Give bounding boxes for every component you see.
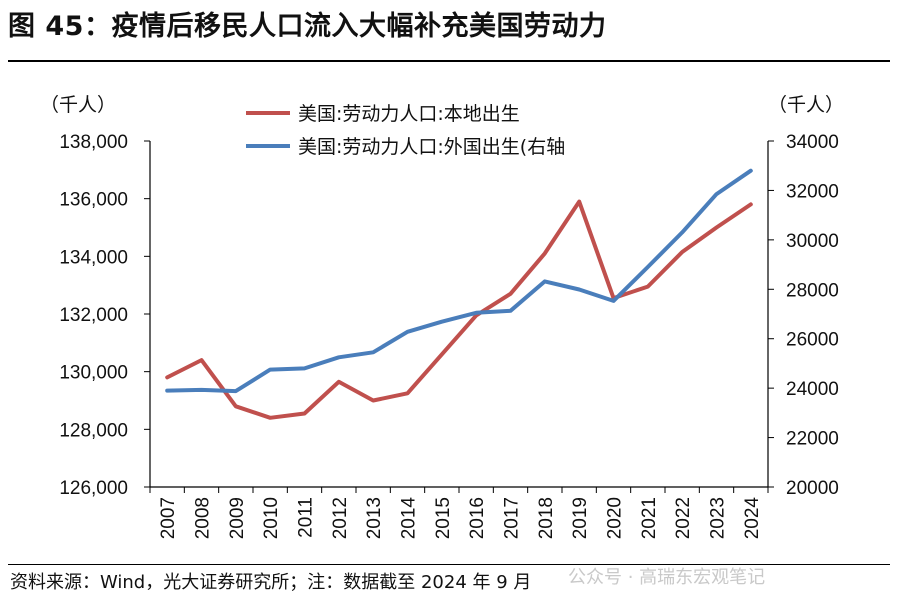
x-tick-label: 2023 <box>708 497 729 539</box>
x-tick-label: 2013 <box>364 497 385 539</box>
left-tick-label: 134,000 <box>59 247 128 268</box>
title-divider <box>8 60 890 62</box>
x-tick-label: 2009 <box>227 497 248 539</box>
left-tick-label: 132,000 <box>59 305 128 326</box>
left-tick-label: 126,000 <box>59 478 128 499</box>
legend-label-native-born: 美国:劳动力人口:本地出生 <box>298 103 520 125</box>
left-tick-label: 136,000 <box>59 190 128 211</box>
x-tick-label: 2014 <box>399 497 420 540</box>
footer-divider <box>8 564 890 565</box>
right-tick-label: 24000 <box>786 379 839 400</box>
right-tick-label: 30000 <box>786 231 839 252</box>
right-tick-label: 22000 <box>786 429 839 450</box>
watermark-text: 公众号 · 高瑞东宏观笔记 <box>568 567 766 588</box>
right-tick-label: 34000 <box>786 132 839 153</box>
x-tick-label: 2016 <box>467 497 488 539</box>
x-tick-label: 2020 <box>605 497 626 539</box>
x-tick-label: 2024 <box>742 497 763 540</box>
x-tick-label: 2022 <box>673 497 694 539</box>
axes: 126,000 128,000 130,000 132,000 134,000 136,0… <box>40 94 844 539</box>
x-tick-label: 2019 <box>570 497 591 539</box>
series-line-foreign-born <box>165 168 753 394</box>
x-tick-label: 2007 <box>158 497 179 539</box>
x-tick-label: 2021 <box>639 497 660 539</box>
x-tick-label: 2015 <box>433 497 454 539</box>
right-unit-label: （千人） <box>768 94 844 116</box>
left-unit-label: （千人） <box>40 94 116 116</box>
right-tick-label: 26000 <box>786 330 839 351</box>
right-tick-label: 28000 <box>786 280 839 301</box>
x-tick-label: 2008 <box>193 497 214 539</box>
right-tick-label: 20000 <box>786 478 839 499</box>
left-tick-label: 130,000 <box>59 363 128 384</box>
x-tick-label: 2018 <box>536 497 557 539</box>
right-tick-label: 32000 <box>786 181 839 202</box>
series-line-native-born <box>165 199 753 420</box>
x-tick-label: 2017 <box>502 497 523 539</box>
x-tick-label: 2010 <box>261 497 282 539</box>
series-lines <box>165 168 753 420</box>
source-note: 资料来源：Wind，光大证券研究所；注：数据截至 2024 年 9 月 <box>10 572 532 593</box>
legend-label-foreign-born: 美国:劳动力人口:外国出生(右轴 <box>298 136 565 158</box>
figure-title: 图 45：疫情后移民人口流入大幅补充美国劳动力 <box>8 11 607 42</box>
left-tick-label: 128,000 <box>59 420 128 441</box>
x-tick-label: 2012 <box>330 497 351 539</box>
x-tick-label: 2011 <box>296 497 317 538</box>
left-tick-label: 138,000 <box>59 132 128 153</box>
